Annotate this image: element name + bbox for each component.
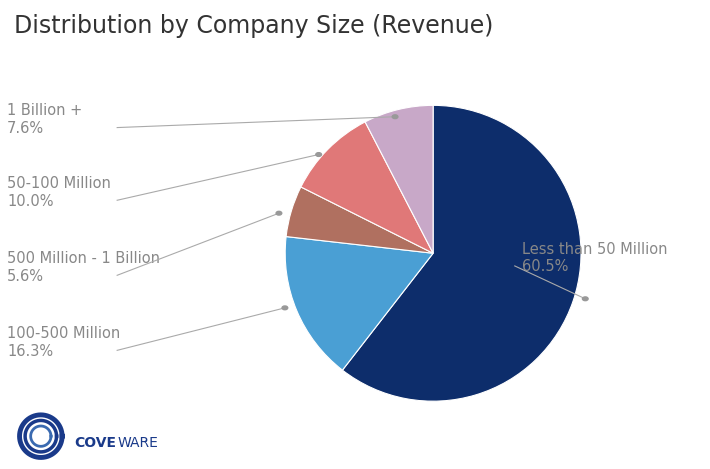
Text: 10.0%: 10.0% bbox=[7, 194, 53, 209]
Text: WARE: WARE bbox=[117, 436, 158, 450]
Wedge shape bbox=[365, 106, 433, 253]
Text: Less than 50 Million: Less than 50 Million bbox=[522, 242, 667, 257]
Text: 7.6%: 7.6% bbox=[7, 121, 44, 136]
Text: 1 Billion +: 1 Billion + bbox=[7, 103, 82, 118]
Wedge shape bbox=[286, 187, 433, 253]
Text: 60.5%: 60.5% bbox=[522, 259, 568, 274]
Text: 500 Million - 1 Billion: 500 Million - 1 Billion bbox=[7, 251, 160, 266]
Text: 5.6%: 5.6% bbox=[7, 269, 44, 284]
Text: Distribution by Company Size (Revenue): Distribution by Company Size (Revenue) bbox=[14, 14, 493, 38]
Text: 16.3%: 16.3% bbox=[7, 344, 53, 359]
Wedge shape bbox=[301, 122, 433, 253]
Text: 50-100 Million: 50-100 Million bbox=[7, 176, 111, 191]
Text: COVE: COVE bbox=[75, 436, 116, 450]
Text: 100-500 Million: 100-500 Million bbox=[7, 326, 121, 341]
Wedge shape bbox=[342, 106, 581, 401]
Wedge shape bbox=[285, 236, 433, 370]
